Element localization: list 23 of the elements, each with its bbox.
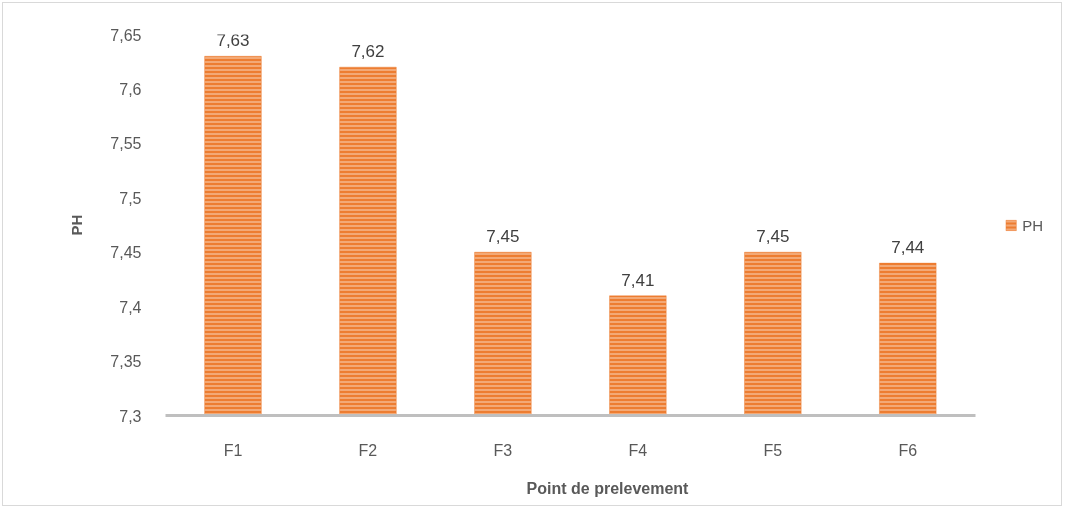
y-tick-label: 7,5 xyxy=(119,189,142,207)
y-axis-title: PH xyxy=(68,214,86,236)
x-tick-label: F6 xyxy=(898,441,918,459)
x-tick-label: F2 xyxy=(358,441,378,459)
data-label: 7,45 xyxy=(756,227,790,247)
legend-label: PH xyxy=(1022,216,1043,233)
y-tick-label: 7,3 xyxy=(119,407,142,425)
y-tick-label: 7,55 xyxy=(110,135,142,153)
x-axis-title: Point de prelevement xyxy=(526,479,690,497)
y-tick-label: 7,45 xyxy=(110,244,142,262)
y-tick-label: 7,4 xyxy=(119,298,142,316)
x-tick-label: F5 xyxy=(763,441,783,459)
x-tick-label: F3 xyxy=(493,441,513,459)
data-label: 7,45 xyxy=(486,227,520,247)
x-tick-label: F4 xyxy=(628,441,648,459)
data-label: 7,44 xyxy=(891,238,925,258)
y-tick-label: 7,6 xyxy=(119,80,142,98)
y-tick-label: 7,35 xyxy=(110,353,142,371)
y-tick-label: 7,65 xyxy=(110,26,142,44)
data-label: 7,41 xyxy=(621,270,655,290)
data-label: 7,63 xyxy=(216,31,250,51)
x-tick-label: F1 xyxy=(223,441,243,459)
data-label: 7,62 xyxy=(351,42,385,62)
